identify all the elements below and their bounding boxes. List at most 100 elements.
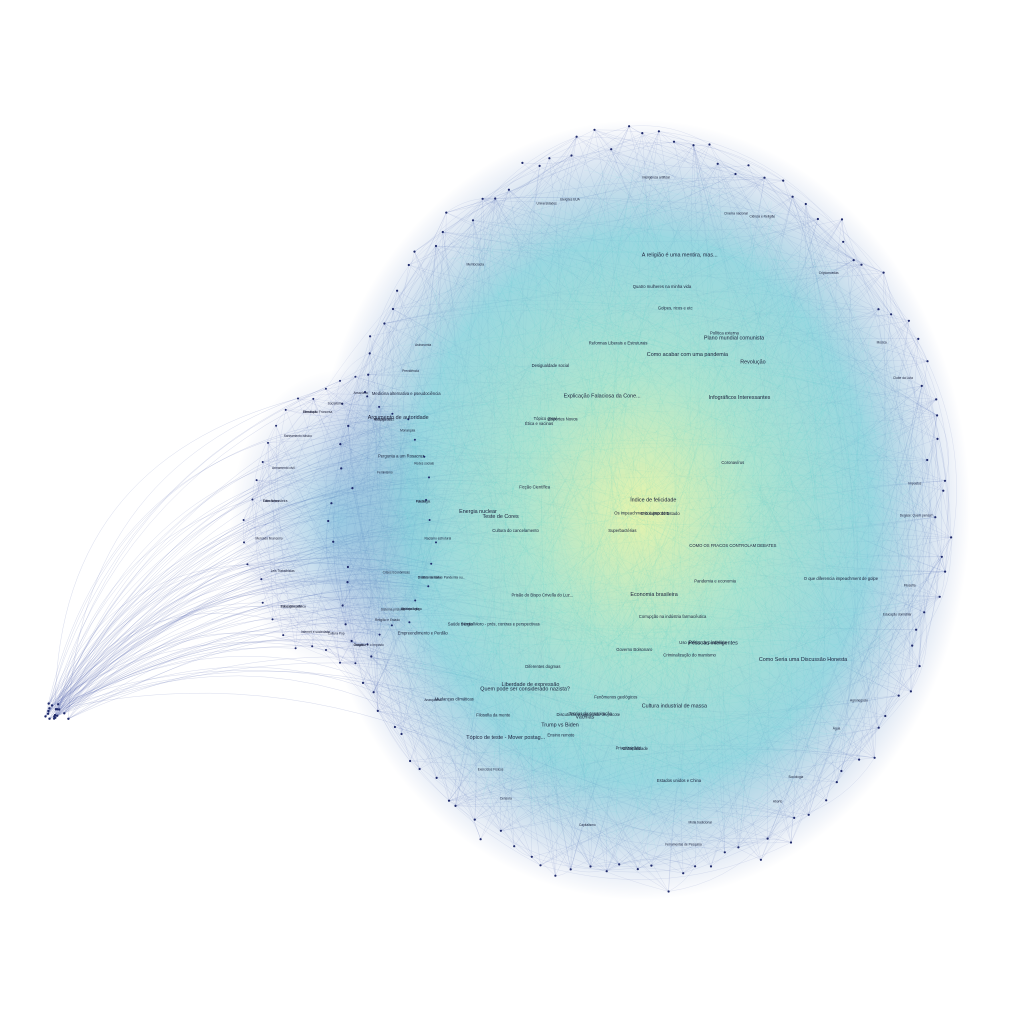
node-label[interactable]: Discutindo o significado de pacote xyxy=(557,712,621,717)
graph-node[interactable] xyxy=(938,595,941,598)
graph-node[interactable] xyxy=(63,712,66,715)
graph-node[interactable] xyxy=(575,135,578,138)
graph-node[interactable] xyxy=(260,578,263,581)
graph-node[interactable] xyxy=(261,461,264,463)
graph-node[interactable] xyxy=(407,418,410,421)
node-label[interactable]: Videogames xyxy=(374,418,392,422)
graph-node[interactable] xyxy=(918,665,921,668)
graph-node[interactable] xyxy=(435,776,438,780)
graph-node[interactable] xyxy=(57,703,60,706)
graph-node[interactable] xyxy=(393,725,396,729)
node-label[interactable]: Tópico geral xyxy=(534,416,557,421)
graph-node[interactable] xyxy=(610,148,613,151)
graph-node[interactable] xyxy=(261,601,264,604)
node-label[interactable]: Astronomia xyxy=(415,343,431,347)
graph-node[interactable] xyxy=(340,467,343,470)
graph-node[interactable] xyxy=(58,708,61,711)
node-label[interactable]: Religião e Estado xyxy=(375,618,400,622)
graph-node[interactable] xyxy=(428,519,431,521)
graph-node[interactable] xyxy=(366,395,369,398)
graph-node[interactable] xyxy=(877,308,880,311)
graph-node[interactable] xyxy=(346,581,349,584)
node-label[interactable]: Clube da Luta xyxy=(893,376,913,380)
graph-node[interactable] xyxy=(936,414,939,417)
node-label[interactable]: Governo Bolsonaro xyxy=(616,647,653,652)
graph-node[interactable] xyxy=(657,130,661,133)
graph-node[interactable] xyxy=(325,649,327,651)
graph-node[interactable] xyxy=(907,319,911,322)
node-label[interactable]: Prisão do Bispo Crivella do Luz... xyxy=(512,592,574,597)
graph-node[interactable] xyxy=(48,717,51,720)
graph-node[interactable] xyxy=(324,387,327,390)
node-label[interactable]: Futebol xyxy=(416,499,427,503)
node-label[interactable]: Previdência xyxy=(402,369,419,373)
graph-node[interactable] xyxy=(441,230,444,234)
node-label[interactable]: Fake News xyxy=(263,499,279,503)
graph-node[interactable] xyxy=(884,714,887,718)
graph-node[interactable] xyxy=(950,536,953,539)
node-label[interactable]: Eleições EUA xyxy=(560,197,580,201)
node-label[interactable]: Anarquismo xyxy=(424,698,441,702)
node-label[interactable]: Cultura Pop xyxy=(328,631,345,635)
node-label[interactable]: Pessoas inteligentes xyxy=(688,641,738,647)
graph-node[interactable] xyxy=(835,781,838,784)
graph-node[interactable] xyxy=(538,164,541,167)
graph-node[interactable] xyxy=(341,604,344,607)
node-label[interactable]: Como Seria uma Discussão Honesta xyxy=(759,657,847,663)
node-label[interactable]: Ferramentas de Pesquisa xyxy=(665,843,702,847)
graph-node[interactable] xyxy=(275,424,278,427)
node-label[interactable]: COMO OS FRACOS CONTROLAM DEBATES xyxy=(689,543,776,548)
graph-node[interactable] xyxy=(926,360,929,363)
graph-node[interactable] xyxy=(435,541,437,544)
graph-node[interactable] xyxy=(494,197,497,200)
graph-node[interactable] xyxy=(347,424,350,427)
graph-node[interactable] xyxy=(471,219,475,222)
node-label[interactable]: Ensino remoto xyxy=(547,732,575,737)
graph-node[interactable] xyxy=(251,498,254,501)
graph-node[interactable] xyxy=(915,628,918,631)
node-label[interactable]: Exercícios Físicos xyxy=(478,767,504,771)
node-label[interactable]: Uso político da pandemia xyxy=(679,640,727,645)
node-label[interactable]: Literatura xyxy=(303,410,317,414)
node-label[interactable]: Eleições 2022 xyxy=(374,418,394,422)
node-label[interactable]: Saúde mental xyxy=(448,622,474,627)
node-label[interactable]: Direitos humanos xyxy=(418,575,443,579)
node-label[interactable]: Inteligência artificial xyxy=(642,175,670,179)
graph-node[interactable] xyxy=(350,639,353,643)
graph-node[interactable] xyxy=(445,211,448,214)
graph-node[interactable] xyxy=(372,691,375,694)
graph-node[interactable] xyxy=(53,713,57,717)
node-label[interactable]: Argumento de autoridade xyxy=(368,415,429,421)
node-label[interactable]: O diário da Itália - Pandemia ou... xyxy=(418,575,466,579)
graph-node[interactable] xyxy=(378,405,381,408)
graph-node[interactable] xyxy=(242,519,245,521)
node-label[interactable]: Ética e vacinas xyxy=(525,421,553,426)
graph-node[interactable] xyxy=(530,855,533,858)
node-label[interactable]: Meritocracia xyxy=(467,262,485,266)
node-label[interactable]: Criminalização do marxismo xyxy=(663,652,716,657)
node-label[interactable]: Economia brasileira xyxy=(630,592,677,598)
node-label[interactable]: Teste de Cores xyxy=(483,514,520,520)
graph-node[interactable] xyxy=(454,804,457,808)
node-label[interactable]: Gasolina e o Imposto xyxy=(354,643,384,647)
node-label[interactable]: Censura xyxy=(500,797,512,801)
graph-node[interactable] xyxy=(636,868,639,871)
graph-node[interactable] xyxy=(709,865,713,868)
node-label[interactable]: Desigualdade social xyxy=(532,363,570,368)
graph-node[interactable] xyxy=(499,829,502,832)
node-label[interactable]: Filosofia xyxy=(904,583,916,587)
graph-node[interactable] xyxy=(569,868,572,871)
node-label[interactable]: Criptomoedas xyxy=(819,271,839,275)
node-label[interactable]: Trump vs Biden xyxy=(541,723,579,729)
node-label[interactable]: Teorias da conspiração xyxy=(569,711,613,716)
graph-node[interactable] xyxy=(548,157,551,160)
node-label[interactable]: Pandemia e economia xyxy=(694,578,736,583)
node-label[interactable]: Ciência brasileira xyxy=(263,499,288,503)
node-label[interactable]: Cultura do cancelamento xyxy=(492,528,539,533)
graph-node[interactable] xyxy=(366,643,369,646)
graph-node[interactable] xyxy=(708,143,711,146)
graph-node[interactable] xyxy=(852,259,855,262)
graph-node[interactable] xyxy=(56,714,59,717)
graph-node[interactable] xyxy=(539,864,542,867)
node-label[interactable]: Educação pública xyxy=(281,605,306,609)
